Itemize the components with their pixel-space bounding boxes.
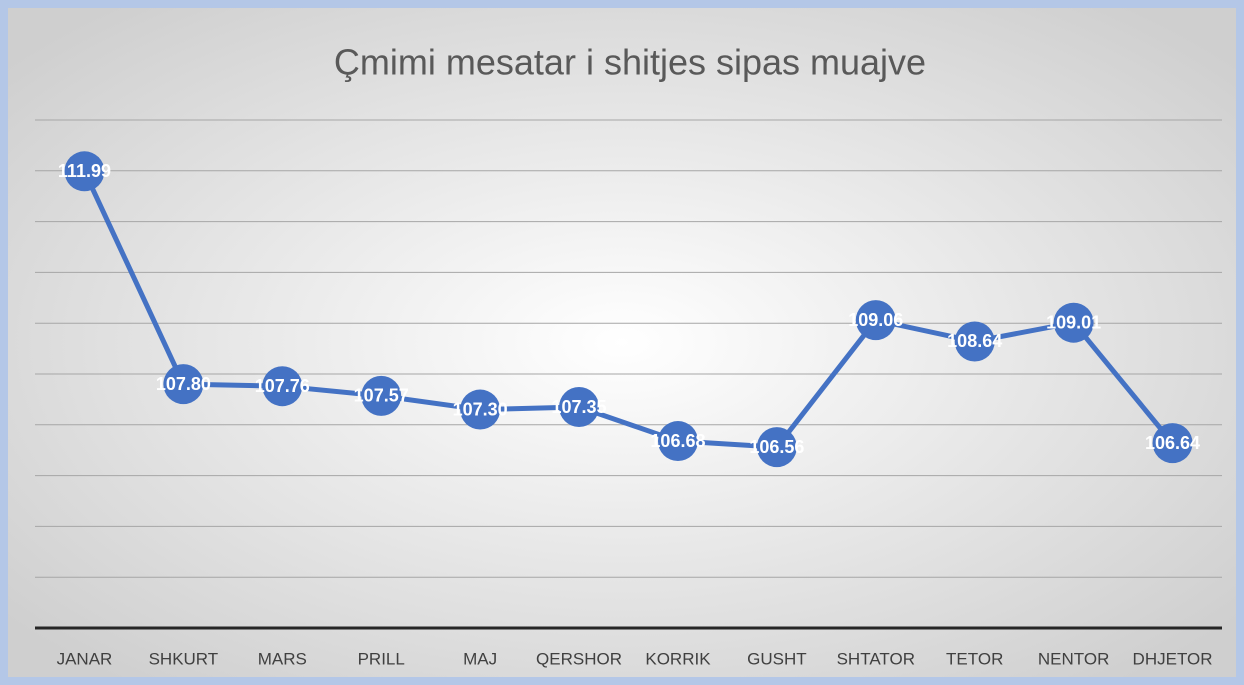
x-tick-label: QERSHOR [536, 649, 622, 668]
data-point [1152, 423, 1193, 464]
data-label: 107.80 [156, 374, 211, 394]
data-label: 107.35 [552, 397, 607, 417]
x-tick-label: KORRIK [645, 649, 711, 668]
data-point [954, 321, 995, 362]
x-tick-label: JANAR [57, 649, 113, 668]
data-label: 109.06 [848, 310, 903, 330]
data-label: 106.64 [1145, 433, 1200, 453]
data-point [1053, 302, 1094, 343]
x-tick-label: TETOR [946, 649, 1003, 668]
data-point [657, 421, 698, 462]
x-tick-label: SHTATOR [837, 649, 915, 668]
chart-title: Çmimi mesatar i shitjes sipas muajve [334, 42, 926, 83]
data-label: 106.68 [650, 431, 705, 451]
x-tick-label: MARS [258, 649, 307, 668]
x-tick-label: SHKURT [149, 649, 219, 668]
chart-panel [8, 8, 1236, 677]
data-label: 111.99 [58, 161, 111, 181]
data-point [559, 387, 600, 428]
data-label: 107.57 [354, 386, 409, 406]
data-label: 107.76 [255, 376, 310, 396]
x-tick-label: DHJETOR [1133, 649, 1213, 668]
data-point [163, 364, 204, 405]
x-tick-label: NENTOR [1038, 649, 1109, 668]
x-tick-label: PRILL [358, 649, 405, 668]
data-label: 109.01 [1046, 312, 1101, 332]
data-point [756, 427, 797, 468]
data-label: 106.56 [749, 437, 804, 457]
x-tick-label: GUSHT [747, 649, 807, 668]
data-point [361, 375, 402, 416]
data-point [64, 151, 105, 192]
data-point [262, 366, 303, 407]
data-label: 108.64 [947, 331, 1002, 351]
data-point [460, 389, 501, 430]
data-point [855, 300, 896, 341]
x-tick-label: MAJ [463, 649, 497, 668]
data-label: 107.30 [453, 399, 508, 419]
